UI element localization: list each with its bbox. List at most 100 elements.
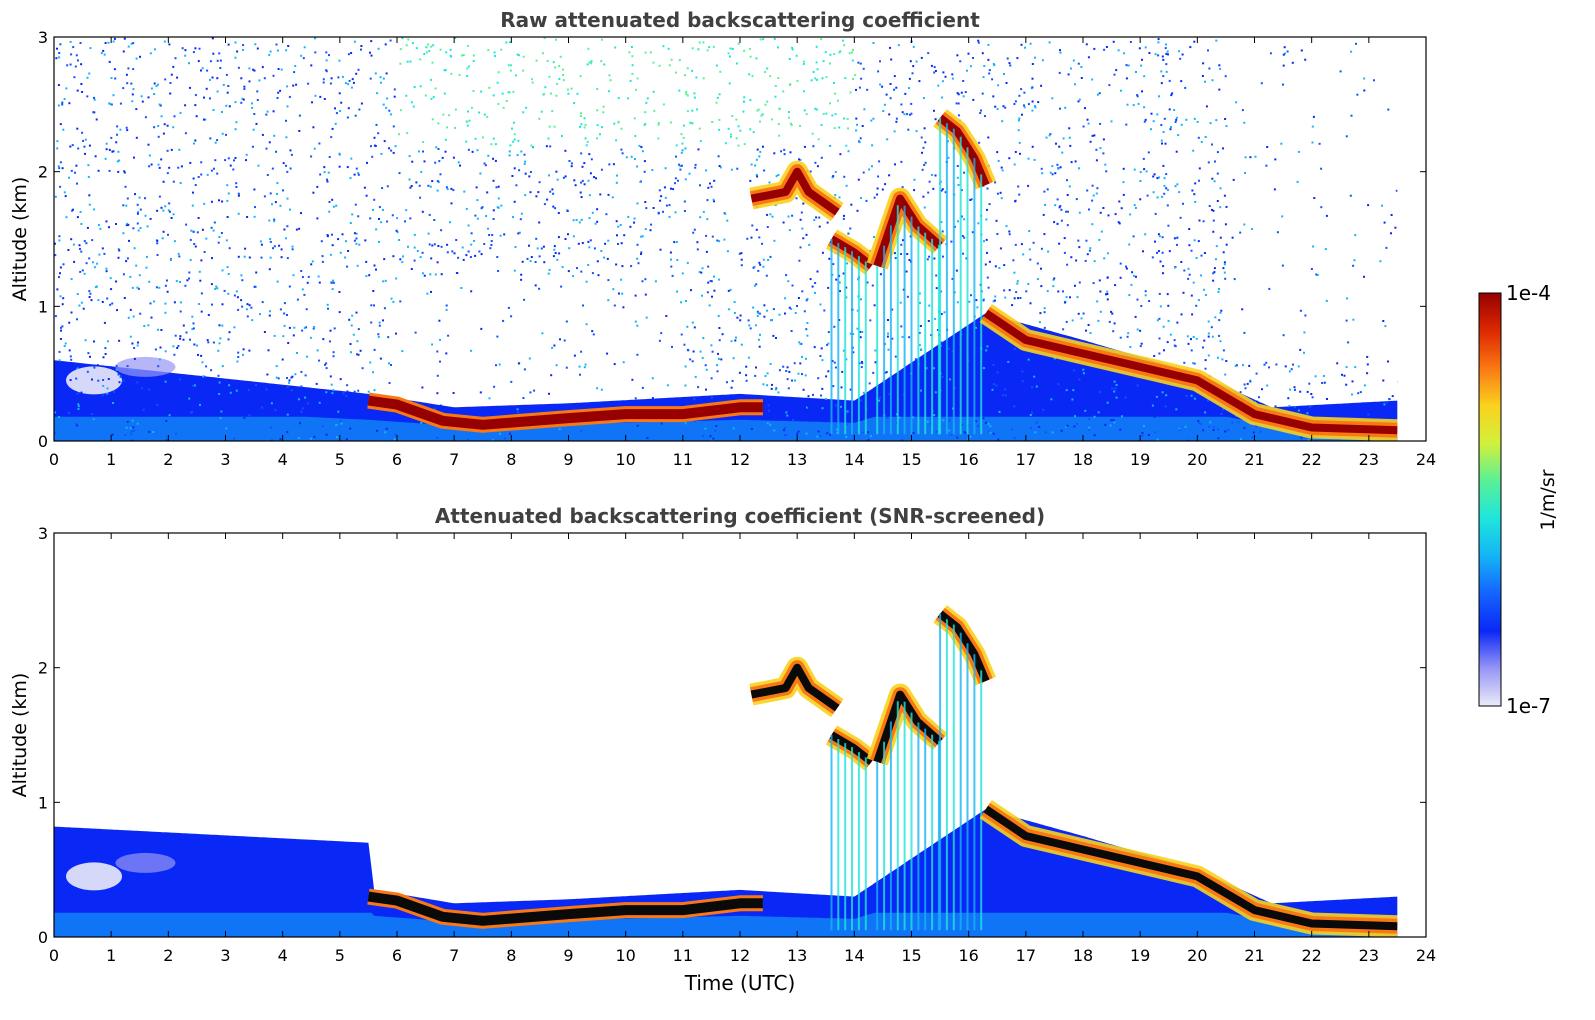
noise-speckle <box>367 390 370 393</box>
noise-speckle <box>1280 142 1283 145</box>
noise-speckle <box>157 135 160 138</box>
noise-speckle <box>74 171 76 174</box>
noise-speckle <box>1265 164 1268 167</box>
noise-speckle <box>1212 272 1215 275</box>
noise-speckle <box>1035 421 1038 424</box>
noise-speckle <box>970 294 972 297</box>
noise-speckle <box>1017 297 1019 300</box>
noise-speckle <box>1283 46 1286 49</box>
noise-speckle <box>395 277 398 280</box>
noise-speckle <box>697 48 700 51</box>
noise-speckle <box>1078 246 1081 249</box>
noise-speckle <box>1065 425 1068 428</box>
y-tick-label: 2 <box>38 659 48 678</box>
noise-speckle <box>130 433 133 436</box>
noise-speckle <box>1151 256 1154 259</box>
noise-speckle <box>1217 437 1220 440</box>
noise-speckle <box>70 53 73 56</box>
noise-speckle <box>135 264 138 267</box>
noise-speckle <box>901 186 904 189</box>
colorbar-min-label: 1e-7 <box>1506 694 1551 718</box>
noise-speckle <box>1088 426 1091 429</box>
noise-speckle <box>470 232 473 235</box>
noise-speckle <box>893 75 896 78</box>
noise-speckle <box>419 58 422 61</box>
noise-speckle <box>59 338 62 340</box>
noise-speckle <box>1087 382 1090 385</box>
noise-speckle <box>529 391 532 394</box>
noise-speckle <box>1220 309 1223 312</box>
noise-speckle <box>1388 398 1391 401</box>
noise-speckle <box>76 293 79 295</box>
noise-speckle <box>706 218 709 221</box>
noise-speckle <box>613 363 616 366</box>
noise-speckle <box>1312 115 1315 118</box>
noise-speckle <box>579 75 582 78</box>
noise-speckle <box>191 315 194 318</box>
noise-speckle <box>774 85 777 87</box>
noise-speckle <box>733 301 736 303</box>
noise-speckle <box>878 396 881 399</box>
noise-speckle <box>118 159 121 162</box>
noise-speckle <box>321 425 324 428</box>
noise-speckle <box>294 65 297 67</box>
noise-speckle <box>335 204 338 207</box>
noise-speckle <box>1249 156 1252 159</box>
noise-speckle <box>251 319 254 322</box>
x-tick-label: 1 <box>106 450 116 469</box>
noise-speckle <box>1162 75 1165 78</box>
noise-speckle <box>986 345 989 348</box>
noise-speckle <box>906 253 909 255</box>
noise-speckle <box>1216 151 1219 154</box>
noise-speckle <box>87 164 90 167</box>
noise-speckle <box>1033 408 1036 411</box>
noise-speckle <box>559 338 561 341</box>
noise-speckle <box>861 331 864 333</box>
noise-speckle <box>1030 426 1032 429</box>
noise-speckle <box>720 358 723 361</box>
noise-speckle <box>956 436 959 439</box>
noise-speckle <box>694 163 697 166</box>
noise-speckle <box>516 408 519 411</box>
noise-speckle <box>561 266 564 269</box>
noise-speckle <box>927 52 930 55</box>
noise-speckle <box>860 298 862 301</box>
noise-speckle <box>899 301 902 304</box>
noise-speckle <box>197 176 200 178</box>
noise-speckle <box>466 75 469 77</box>
noise-speckle <box>774 388 777 391</box>
noise-speckle <box>277 91 280 94</box>
noise-speckle <box>251 102 253 105</box>
noise-speckle <box>660 195 663 198</box>
noise-speckle <box>1138 47 1141 50</box>
noise-speckle <box>988 335 991 338</box>
noise-speckle <box>1129 213 1132 216</box>
noise-speckle <box>735 62 738 65</box>
noise-speckle <box>328 156 331 158</box>
noise-speckle <box>1241 109 1244 112</box>
noise-speckle <box>76 318 78 321</box>
noise-speckle <box>1043 311 1046 314</box>
noise-speckle <box>785 411 788 414</box>
noise-speckle <box>731 380 734 382</box>
noise-speckle <box>1019 297 1022 299</box>
noise-speckle <box>1244 172 1246 174</box>
noise-speckle <box>1193 193 1196 196</box>
noise-speckle <box>1359 439 1362 441</box>
noise-speckle <box>1119 428 1122 431</box>
noise-speckle <box>184 104 187 107</box>
noise-speckle <box>320 240 323 243</box>
noise-speckle <box>1093 260 1096 263</box>
noise-speckle <box>970 198 973 201</box>
noise-speckle <box>84 152 86 155</box>
noise-speckle <box>821 359 824 362</box>
noise-speckle <box>1248 364 1251 367</box>
noise-speckle <box>429 273 432 276</box>
noise-speckle <box>596 387 599 390</box>
noise-speckle <box>1105 170 1108 173</box>
noise-speckle <box>258 79 261 82</box>
noise-speckle <box>346 265 349 268</box>
noise-speckle <box>105 142 108 145</box>
noise-speckle <box>788 58 791 60</box>
noise-speckle <box>74 423 77 425</box>
